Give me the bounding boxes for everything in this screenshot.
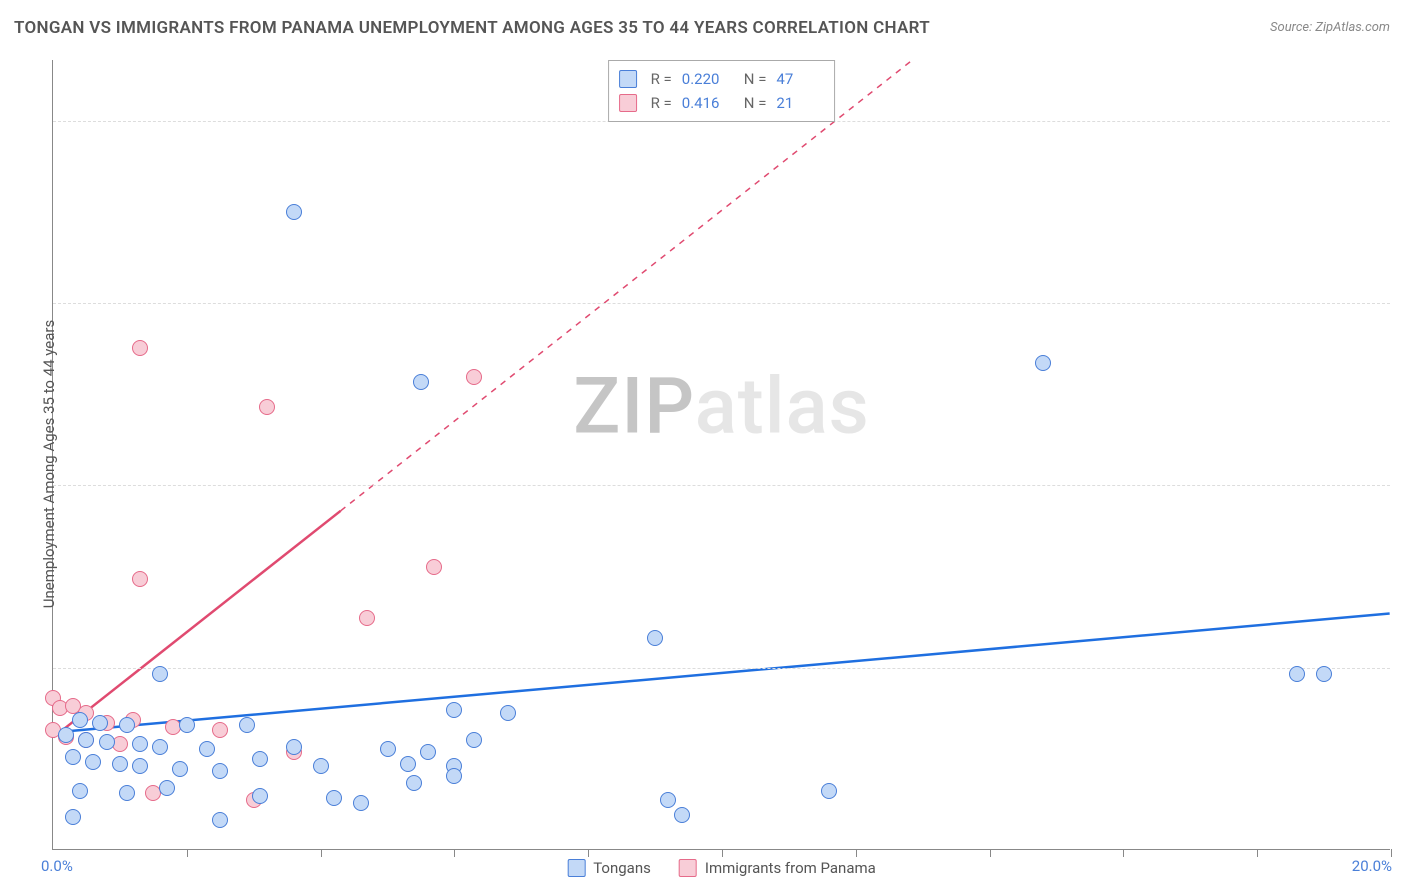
scatter-point: [420, 744, 436, 760]
x-tick: [588, 849, 589, 857]
scatter-point: [72, 783, 88, 799]
legend-swatch-pink-icon: [679, 859, 697, 877]
plot-area: Unemployment Among Ages 35 to 44 years Z…: [52, 60, 1390, 850]
legend-label-0: Tongans: [593, 859, 651, 877]
scatter-point: [413, 374, 429, 390]
scatter-point: [99, 734, 115, 750]
gridline-h: [53, 668, 1390, 669]
stats-row-tongans: R = 0.220 N = 47: [619, 67, 825, 91]
scatter-point: [172, 761, 188, 777]
scatter-point: [152, 666, 168, 682]
scatter-point: [212, 812, 228, 828]
scatter-point: [199, 741, 215, 757]
scatter-point: [660, 792, 676, 808]
trend-line-dashed: [341, 60, 913, 511]
scatter-point: [426, 559, 442, 575]
chart-title: TONGAN VS IMMIGRANTS FROM PANAMA UNEMPLO…: [14, 18, 930, 38]
swatch-pink-icon: [619, 94, 637, 112]
stat-r-label: R =: [651, 67, 672, 91]
x-tick: [990, 849, 991, 857]
scatter-point: [1035, 355, 1051, 371]
scatter-point: [212, 763, 228, 779]
scatter-point: [58, 727, 74, 743]
scatter-point: [1316, 666, 1332, 682]
scatter-point: [239, 717, 255, 733]
scatter-point: [647, 630, 663, 646]
scatter-point: [286, 739, 302, 755]
scatter-point: [152, 739, 168, 755]
swatch-blue-icon: [619, 70, 637, 88]
scatter-point: [132, 758, 148, 774]
legend-label-1: Immigrants from Panama: [705, 859, 876, 877]
scatter-point: [119, 785, 135, 801]
scatter-point: [313, 758, 329, 774]
scatter-point: [85, 754, 101, 770]
scatter-point: [446, 768, 462, 784]
scatter-point: [78, 732, 94, 748]
scatter-point: [359, 610, 375, 626]
legend-item-tongans: Tongans: [567, 859, 651, 877]
scatter-point: [65, 809, 81, 825]
scatter-point: [380, 741, 396, 757]
x-origin-label: 0.0%: [41, 857, 73, 875]
scatter-point: [159, 780, 175, 796]
x-tick: [1123, 849, 1124, 857]
chart-container: TONGAN VS IMMIGRANTS FROM PANAMA UNEMPLO…: [0, 0, 1406, 892]
stat-n-label: N =: [744, 67, 767, 91]
scatter-point: [132, 340, 148, 356]
trend-line: [53, 614, 1389, 733]
scatter-point: [65, 749, 81, 765]
legend: Tongans Immigrants from Panama: [567, 859, 876, 877]
trend-lines-svg: [53, 60, 1390, 849]
gridline-h: [53, 303, 1390, 304]
scatter-point: [112, 736, 128, 752]
scatter-point: [466, 732, 482, 748]
scatter-point: [500, 705, 516, 721]
legend-swatch-blue-icon: [567, 859, 585, 877]
scatter-point: [259, 399, 275, 415]
legend-item-panama: Immigrants from Panama: [679, 859, 876, 877]
x-end-label: 20.0%: [1352, 857, 1392, 875]
stat-n-value-1: 21: [776, 91, 824, 115]
scatter-point: [252, 751, 268, 767]
scatter-point: [406, 775, 422, 791]
x-tick: [321, 849, 322, 857]
stats-box: R = 0.220 N = 47 R = 0.416 N = 21: [608, 60, 836, 122]
scatter-point: [212, 722, 228, 738]
scatter-point: [1289, 666, 1305, 682]
trend-line-solid: [53, 511, 340, 738]
scatter-point: [446, 702, 462, 718]
scatter-point: [72, 712, 88, 728]
x-tick: [1391, 849, 1392, 857]
x-tick: [856, 849, 857, 857]
stat-r-value-0: 0.220: [682, 67, 730, 91]
scatter-point: [466, 369, 482, 385]
scatter-point: [132, 571, 148, 587]
scatter-point: [252, 788, 268, 804]
gridline-h: [53, 485, 1390, 486]
stat-n-value-0: 47: [776, 67, 824, 91]
scatter-point: [674, 807, 690, 823]
scatter-point: [821, 783, 837, 799]
scatter-point: [400, 756, 416, 772]
scatter-point: [286, 204, 302, 220]
scatter-point: [132, 736, 148, 752]
x-tick: [187, 849, 188, 857]
x-tick: [454, 849, 455, 857]
x-tick: [1257, 849, 1258, 857]
scatter-point: [119, 717, 135, 733]
scatter-point: [112, 756, 128, 772]
scatter-point: [179, 717, 195, 733]
stat-n-label-2: N =: [744, 91, 767, 115]
scatter-point: [353, 795, 369, 811]
stats-row-panama: R = 0.416 N = 21: [619, 91, 825, 115]
source-attribution: Source: ZipAtlas.com: [1270, 20, 1390, 35]
scatter-point: [92, 715, 108, 731]
x-tick: [722, 849, 723, 857]
scatter-point: [326, 790, 342, 806]
stat-r-value-1: 0.416: [682, 91, 730, 115]
stat-r-label-2: R =: [651, 91, 672, 115]
